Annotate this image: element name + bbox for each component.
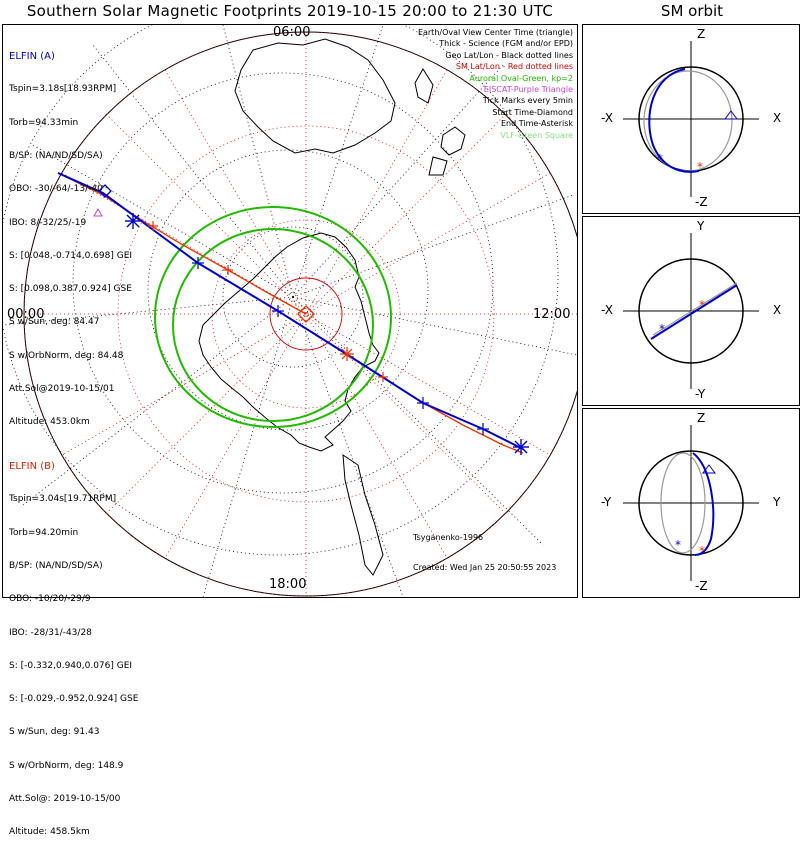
elfin-b-line: Torb=94.20min xyxy=(9,527,79,538)
geo-longitude-lines xyxy=(3,25,577,597)
legend-entry: EISCAT-Purple Triangle xyxy=(483,85,573,95)
svg-text:*: * xyxy=(699,298,705,312)
orbit-xz-left: -X xyxy=(601,111,613,125)
elfin-b-name: ELFIN (B) xyxy=(9,461,55,473)
svg-text:*: * xyxy=(659,322,665,336)
legend-entry: End Time-Asterisk xyxy=(500,119,573,129)
elfin-b-line: B/SP: (NA/ND/SD/SA) xyxy=(9,561,103,572)
orbit-xy-bottom: -Y xyxy=(695,387,706,401)
svg-text:*: * xyxy=(697,160,703,174)
elfin-a-line: OBO: -30/-64/-13/-40 xyxy=(9,184,103,195)
legend-entry: Auroral Oval-Green, kp=2 xyxy=(469,73,573,83)
legend-entry: Start Time-Diamond xyxy=(492,107,573,117)
orbit-xz-plot: * * xyxy=(623,41,759,197)
new-zealand-coastline xyxy=(428,126,466,176)
elfin-b-tick-marks xyxy=(148,221,388,382)
orbit-title: SM orbit xyxy=(660,2,724,20)
orbit-xz-right: X xyxy=(773,111,782,125)
elfin-a-line: Att.Sol@2019-10-15/01 xyxy=(9,384,115,394)
legend-entry: Tick Marks every 5min xyxy=(482,96,573,106)
elfin-a-line: S w/OrbNorm, deg: 84.48 xyxy=(9,350,124,361)
legend-entry: Thick - Science (FGM and/or EPD) xyxy=(439,39,573,49)
elfin-b-line: S: [-0.332,0.940,0.076] GEI xyxy=(9,660,133,671)
model-name: Tsyganenko-1996 xyxy=(413,533,484,542)
sm-grid xyxy=(23,31,577,597)
orbit-yz-right: Y xyxy=(773,495,781,509)
orbit-panel-xy: * * Y -Y -X X xyxy=(582,216,800,406)
auroral-oval-outer xyxy=(154,206,392,428)
australia-coastline xyxy=(234,38,396,154)
legend-entry: VLF-Green Square xyxy=(500,130,573,140)
elfin-a-line: Altitude: 453.0km xyxy=(9,417,90,428)
eiscat-triangle xyxy=(93,207,103,217)
legend-entry: Geo Lat/Lon - Black dotted lines xyxy=(445,50,573,60)
elfin-a-line: Tspin=3.18s[18.93RPM] xyxy=(9,84,117,95)
svg-text:*: * xyxy=(699,544,705,558)
elfin-a-line: S w/Sun, deg: 84.47 xyxy=(9,317,100,328)
elfin-b-line: Altitude: 458.5km xyxy=(9,827,90,838)
page-title: Southern Solar Magnetic Footprints 2019-… xyxy=(26,2,554,20)
elfin-b-line: IBO: -28/31/-43/28 xyxy=(9,627,92,638)
elfin-a-tick-marks xyxy=(192,257,489,435)
clock-label-left: 00:00 xyxy=(7,307,45,322)
elfin-a-end-asterisk xyxy=(125,213,141,229)
elfin-b-end-asterisk xyxy=(340,347,354,361)
svg-text:*: * xyxy=(675,538,681,552)
legend: Earth/Oval View Center Time (triangle) Th… xyxy=(418,27,573,141)
south-america-coastline xyxy=(342,454,384,576)
geo-latitude-circles xyxy=(3,25,559,556)
credit: Tsyganenko-1996 Created: Wed Jan 25 20:5… xyxy=(413,513,556,593)
elfin-b-line: Att.Sol@: 2019-10-15/00 xyxy=(9,794,121,804)
legend-entry: SM Lat/Lon - Red dotted lines xyxy=(455,62,573,72)
orbit-xy-left: -X xyxy=(601,303,613,317)
orbit-xy-plot: * * xyxy=(623,233,759,389)
africa-coastline xyxy=(414,68,434,104)
orbit-yz-bottom: -Z xyxy=(695,579,708,593)
clock-label-top: 06:00 xyxy=(273,25,311,40)
elfin-a-line: B/SP: (NA/ND/SD/SA) xyxy=(9,151,103,162)
elfin-a-tick-asterisk xyxy=(513,439,529,455)
elfin-b-line: OBO: -10/20/-29/9 xyxy=(9,594,91,605)
orbit-panel-yz: * * Z -Z -Y Y xyxy=(582,408,800,598)
orbit-xz-bottom: -Z xyxy=(695,195,708,209)
orbit-xy-right: X xyxy=(773,303,782,317)
elfin-a-line: S: [0.098,0.387,0.924] GSE xyxy=(9,284,132,295)
clock-label-bottom: 18:00 xyxy=(269,577,307,592)
svg-text:*: * xyxy=(657,152,663,166)
elfin-a-line: S: [0.048,-0.714,0.698] GEI xyxy=(9,250,133,261)
legend-entry: Earth/Oval View Center Time (triangle) xyxy=(417,28,573,37)
auroral-oval-inner xyxy=(172,228,374,422)
orbit-panel-xz: * * Z -Z -X X xyxy=(582,24,800,214)
orbit-yz-left: -Y xyxy=(601,495,612,509)
antarctica-coastline xyxy=(198,232,380,452)
elfin-a-start-diamond xyxy=(98,184,112,198)
footprint-map-panel: 06:00 00:00 12:00 18:00 ELFIN (A) Tspin=… xyxy=(2,24,578,837)
orbit-xy-top: Y xyxy=(697,219,705,233)
elfin-b-line: S: [-0.029,-0.952,0.924] GSE xyxy=(9,694,139,705)
elfin-a-info: ELFIN (A) Tspin=3.18s[18.93RPM] Torb=94.… xyxy=(9,29,132,451)
sm-pole-circle xyxy=(269,277,343,351)
footprint-map xyxy=(3,25,577,597)
elfin-a-name: ELFIN (A) xyxy=(9,51,55,63)
orbit-yz-plot: * * xyxy=(623,425,759,581)
elfin-b-line: S w/Sun, deg: 91.43 xyxy=(9,727,100,738)
elfin-b-line: Tspin=3.04s[19.71RPM] xyxy=(9,494,117,505)
elfin-b-start-diamond xyxy=(297,305,315,323)
elfin-b-info: ELFIN (B) Tspin=3.04s[19.71RPM] Torb=94.… xyxy=(9,439,138,861)
orbit-xz-top: Z xyxy=(697,27,706,41)
clock-label-right: 12:00 xyxy=(533,307,571,322)
orbit-yz-top: Z xyxy=(697,411,706,425)
elfin-a-line: Torb=94.33min xyxy=(9,117,79,128)
created-timestamp: Created: Wed Jan 25 20:50:55 2023 xyxy=(413,563,557,572)
elfin-a-line: IBO: 8/-32/25/-19 xyxy=(9,217,87,228)
elfin-b-line: S w/OrbNorm, deg: 148.9 xyxy=(9,760,124,771)
